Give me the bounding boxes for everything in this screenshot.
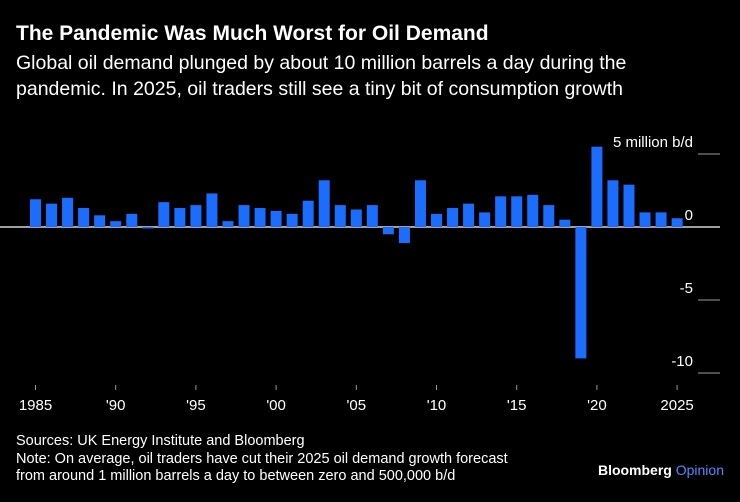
- bar-1989: [94, 215, 106, 227]
- bar-2008: [398, 227, 410, 244]
- note-line-2: from around 1 million barrels a day to b…: [16, 468, 456, 484]
- bar-1993: [158, 202, 170, 227]
- x-axis: 1985 '90 '95 '00 '05 '10 '15 '20 2025: [19, 385, 694, 414]
- x-tick-label: 2025: [660, 397, 693, 414]
- y-tick-label: 5 million b/d: [613, 134, 693, 151]
- x-tick-label: 1985: [19, 397, 52, 414]
- x-tick-label: '20: [587, 397, 607, 414]
- x-tick-label: '00: [266, 397, 286, 414]
- x-tick-label: '95: [186, 397, 206, 414]
- bar-2025: [671, 218, 683, 227]
- bar-2019: [575, 227, 587, 359]
- x-tick-label: '15: [507, 397, 527, 414]
- bar-1995: [190, 205, 202, 227]
- bar-2007: [382, 227, 394, 235]
- x-tick-label: '10: [427, 397, 447, 414]
- brand-name: Bloomberg: [597, 462, 672, 478]
- y-tick-label: -10: [671, 353, 693, 370]
- bar-1992: [142, 227, 154, 229]
- bar-1985: [30, 199, 41, 227]
- bar-1990: [110, 221, 122, 227]
- bar-2012: [463, 203, 475, 227]
- chart-title: The Pandemic Was Much Worst for Oil Dema…: [16, 22, 489, 45]
- bar-2022: [623, 184, 635, 227]
- brand-section: Opinion: [675, 462, 724, 478]
- bar-1987: [62, 197, 74, 227]
- x-tick-label: '05: [347, 397, 367, 414]
- y-tick-label: 0: [685, 207, 693, 224]
- bar-1997: [222, 221, 234, 227]
- y-tick-label: -5: [680, 280, 693, 297]
- bar-2016: [527, 194, 539, 227]
- bar-2004: [334, 205, 346, 227]
- bar-2000: [270, 210, 282, 227]
- bar-2017: [543, 205, 555, 227]
- bar-1988: [78, 208, 90, 227]
- bar-2011: [447, 208, 459, 227]
- x-tick-label: '90: [106, 397, 126, 414]
- chart-footer: Sources: UK Energy Institute and Bloombe…: [16, 433, 508, 486]
- bar-2015: [511, 196, 523, 227]
- bar-1999: [254, 208, 266, 227]
- bar-1986: [46, 203, 58, 227]
- bar-2018: [559, 219, 571, 227]
- bar-2009: [414, 180, 426, 227]
- bars: [30, 146, 683, 359]
- bar-1998: [238, 205, 250, 227]
- bar-2021: [607, 180, 619, 227]
- bar-2006: [366, 205, 378, 227]
- bar-chart: 5 million b/d 0 -5 -10 1985 '90 '95 '00 '05 '10 '…: [0, 134, 720, 414]
- bar-1996: [206, 193, 218, 227]
- bar-2020: [591, 146, 603, 227]
- bar-2023: [639, 212, 651, 227]
- bar-2013: [479, 212, 491, 227]
- bar-1994: [174, 208, 186, 227]
- note-line-1: Note: On average, oil traders have cut t…: [16, 450, 508, 467]
- bar-2024: [655, 212, 667, 227]
- chart-subtitle: Global oil demand plunged by about 10 mi…: [16, 52, 627, 100]
- bar-2014: [495, 196, 507, 227]
- y-axis-labels: 5 million b/d 0 -5 -10: [613, 134, 693, 370]
- bar-2005: [350, 209, 362, 227]
- bar-2001: [286, 213, 298, 227]
- bar-2002: [302, 200, 314, 227]
- bloomberg-opinion-logo: Bloomberg Opinion: [598, 462, 724, 478]
- bar-1991: [126, 213, 138, 227]
- bar-2003: [318, 180, 330, 227]
- sources-text: Sources: UK Energy Institute and Bloombe…: [16, 433, 305, 449]
- bar-2010: [431, 213, 442, 227]
